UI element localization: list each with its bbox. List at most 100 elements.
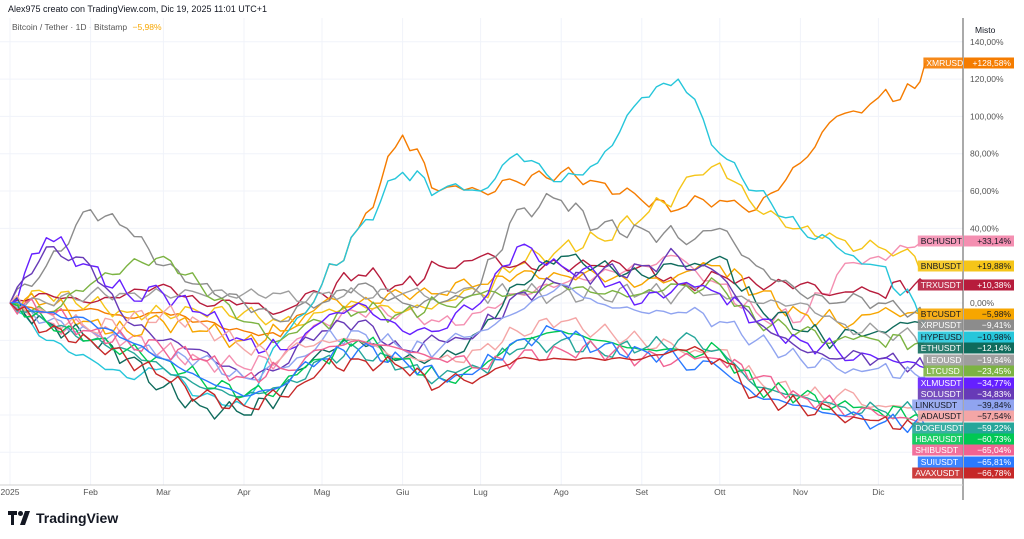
series-tag-dogeusdt[interactable]: DOGEUSDT −59,22% bbox=[912, 422, 1014, 434]
series-line-linkusdt[interactable] bbox=[9, 283, 926, 381]
series-tag-hypeusd[interactable]: HYPEUSD −10,98% bbox=[917, 331, 1014, 343]
series-line-xlmusdt[interactable] bbox=[9, 236, 926, 369]
series-line-hypeusd[interactable] bbox=[9, 78, 926, 407]
series-line-ltcusd[interactable] bbox=[9, 255, 926, 351]
x-axis: 2025 Feb Mar Apr Mag Giu Lug Ago Set Ott Nov Dic bbox=[1, 487, 886, 497]
series-tag-value: −5,98% bbox=[982, 309, 1012, 319]
y-tick-label: 40,00% bbox=[970, 223, 999, 233]
series-tag-name: XLMUSDT bbox=[921, 378, 962, 388]
x-tick-label: 2025 bbox=[1, 487, 20, 497]
series-tag-xmrusd[interactable]: XMRUSD +128,58% bbox=[923, 57, 1014, 69]
y-tick-label: 140,00% bbox=[970, 37, 1004, 47]
tradingview-logo[interactable]: TradingView bbox=[8, 510, 118, 526]
series-line-btcusdt[interactable] bbox=[9, 262, 926, 348]
series-tag-name: HYPEUSD bbox=[921, 332, 962, 342]
y-tick-label: 100,00% bbox=[970, 111, 1004, 121]
series-tag-xlmusdt[interactable]: XLMUSDT −34,77% bbox=[917, 377, 1014, 389]
series-tag-name: XMRUSD bbox=[926, 58, 963, 68]
series-tag-value: −66,78% bbox=[977, 468, 1011, 478]
y-axis: 140,00% 120,00% 100,00% 80,00% 60,00% 40,00% 0… bbox=[970, 37, 1004, 308]
series-tag-value: −65,04% bbox=[977, 445, 1011, 455]
series-line-bchusdt[interactable] bbox=[9, 240, 926, 373]
y-tick-label: 120,00% bbox=[970, 74, 1004, 84]
series-tag-value: −59,22% bbox=[977, 423, 1011, 433]
series-tag-name: BTCUSDT bbox=[921, 309, 961, 319]
series-tag-btcusdt[interactable]: BTCUSDT −5,98% bbox=[917, 308, 1014, 320]
series-tag-adausdt[interactable]: ADAUSDT −57,54% bbox=[917, 410, 1014, 422]
series-tag-value: −12,14% bbox=[977, 343, 1011, 353]
series-line-bnbusdt[interactable] bbox=[9, 162, 926, 327]
series-tag-ltcusd[interactable]: LTCUSD −23,45% bbox=[923, 365, 1014, 377]
series-tag-trxusdt[interactable]: TRXUSDT +10,38% bbox=[917, 279, 1014, 291]
series-tag-bnbusdt[interactable]: BNBUSDT +19,88% bbox=[917, 260, 1014, 272]
y-tick-label: 0,00% bbox=[970, 298, 995, 308]
x-tick-label: Lug bbox=[474, 487, 488, 497]
series-tag-name: BCHUSDT bbox=[921, 236, 962, 246]
series-tag-name: LINKUSDT bbox=[915, 400, 957, 410]
y-tick-label: 60,00% bbox=[970, 186, 999, 196]
tradingview-logo-text: TradingView bbox=[36, 510, 119, 526]
series-line-leousd[interactable] bbox=[9, 282, 926, 348]
series-tag-value: −19,64% bbox=[977, 355, 1011, 365]
series-tag-value: −9,41% bbox=[982, 320, 1012, 330]
symbol-name: Bitcoin / Tether · 1D · Bitstamp bbox=[12, 22, 128, 32]
series-tag-name: XRPUSDT bbox=[921, 320, 962, 330]
series-tag-name: SUIUSDT bbox=[921, 457, 958, 467]
grid bbox=[0, 18, 963, 485]
series-tag-value: −34,77% bbox=[977, 378, 1011, 388]
x-tick-label: Mar bbox=[156, 487, 171, 497]
x-tick-label: Ott bbox=[714, 487, 726, 497]
series-tag-name: SHIBUSDT bbox=[915, 445, 958, 455]
x-tick-label: Dic bbox=[872, 487, 885, 497]
symbol-legend: Bitcoin / Tether · 1D · Bitstamp −5,98% bbox=[12, 22, 162, 32]
series-line-trxusdt[interactable] bbox=[9, 252, 926, 315]
series-tag-name: DOGEUSDT bbox=[915, 423, 963, 433]
series-tag-value: −34,83% bbox=[977, 389, 1011, 399]
series-tag-name: LEOUSD bbox=[926, 355, 961, 365]
series-tag-ethusdt[interactable]: ETHUSDT −12,14% bbox=[917, 342, 1014, 354]
series-tag-value: −23,45% bbox=[977, 366, 1011, 376]
x-tick-label: Giu bbox=[396, 487, 410, 497]
scale-mode-label[interactable]: Misto bbox=[975, 25, 996, 35]
series-line-shibusdt[interactable] bbox=[9, 298, 926, 426]
series-tag-hbarusdt[interactable]: HBARUSDT −60,73% bbox=[912, 433, 1014, 445]
series-tag-name: TRXUSDT bbox=[921, 280, 961, 290]
series-tag-value: −57,54% bbox=[977, 411, 1011, 421]
series-tag-value: −65,81% bbox=[977, 457, 1011, 467]
series-tag-name: BNBUSDT bbox=[921, 261, 962, 271]
x-tick-label: Ago bbox=[554, 487, 569, 497]
series-tag-xrpusdt[interactable]: XRPUSDT −9,41% bbox=[917, 319, 1014, 331]
series-tag-shibusdt[interactable]: SHIBUSDT −65,04% bbox=[912, 444, 1014, 456]
x-tick-label: Nov bbox=[793, 487, 809, 497]
x-tick-label: Set bbox=[635, 487, 648, 497]
series-tag-bchusdt[interactable]: BCHUSDT +33,14% bbox=[917, 235, 1014, 247]
series-lines bbox=[9, 62, 926, 434]
series-tag-name: AVAXUSDT bbox=[915, 468, 960, 478]
series-tag-value: −10,98% bbox=[977, 332, 1011, 342]
series-line-xmrusd[interactable] bbox=[9, 62, 926, 338]
series-line-avaxusdt[interactable] bbox=[9, 302, 926, 430]
tradingview-logo-icon bbox=[8, 511, 30, 525]
series-tag-leousd[interactable]: LEOUSD −19,64% bbox=[923, 354, 1014, 366]
x-tick-label: Mag bbox=[314, 487, 331, 497]
series-tag-value: +128,58% bbox=[972, 58, 1011, 68]
series-line-xrpusdt[interactable] bbox=[9, 192, 926, 323]
series-tag-solusdt[interactable]: SOLUSDT −34,83% bbox=[917, 388, 1014, 400]
series-tag-value: −60,73% bbox=[977, 434, 1011, 444]
series-tag-value: +10,38% bbox=[977, 280, 1011, 290]
series-tag-suiusdt[interactable]: SUIUSDT −65,81% bbox=[917, 456, 1014, 468]
series-line-solusdt[interactable] bbox=[9, 245, 926, 380]
series-line-dogeusdt[interactable] bbox=[9, 302, 926, 422]
series-tag-name: LTCUSD bbox=[926, 366, 959, 376]
chart-credit: Alex975 creato con TradingView.com, Dic … bbox=[8, 4, 268, 14]
series-tag-value: −39,84% bbox=[977, 400, 1011, 410]
y-tick-label: 80,00% bbox=[970, 149, 999, 159]
series-tag-name: HBARUSDT bbox=[915, 434, 962, 444]
series-line-ethusdt[interactable] bbox=[9, 253, 926, 420]
series-tag-avaxusdt[interactable]: AVAXUSDT −66,78% bbox=[912, 467, 1014, 479]
series-tag-value: +33,14% bbox=[977, 236, 1011, 246]
series-line-suiusdt[interactable] bbox=[9, 301, 926, 434]
series-tag-linkusdt[interactable]: LINKUSDT −39,84% bbox=[912, 399, 1014, 411]
series-tag-value: +19,88% bbox=[977, 261, 1011, 271]
